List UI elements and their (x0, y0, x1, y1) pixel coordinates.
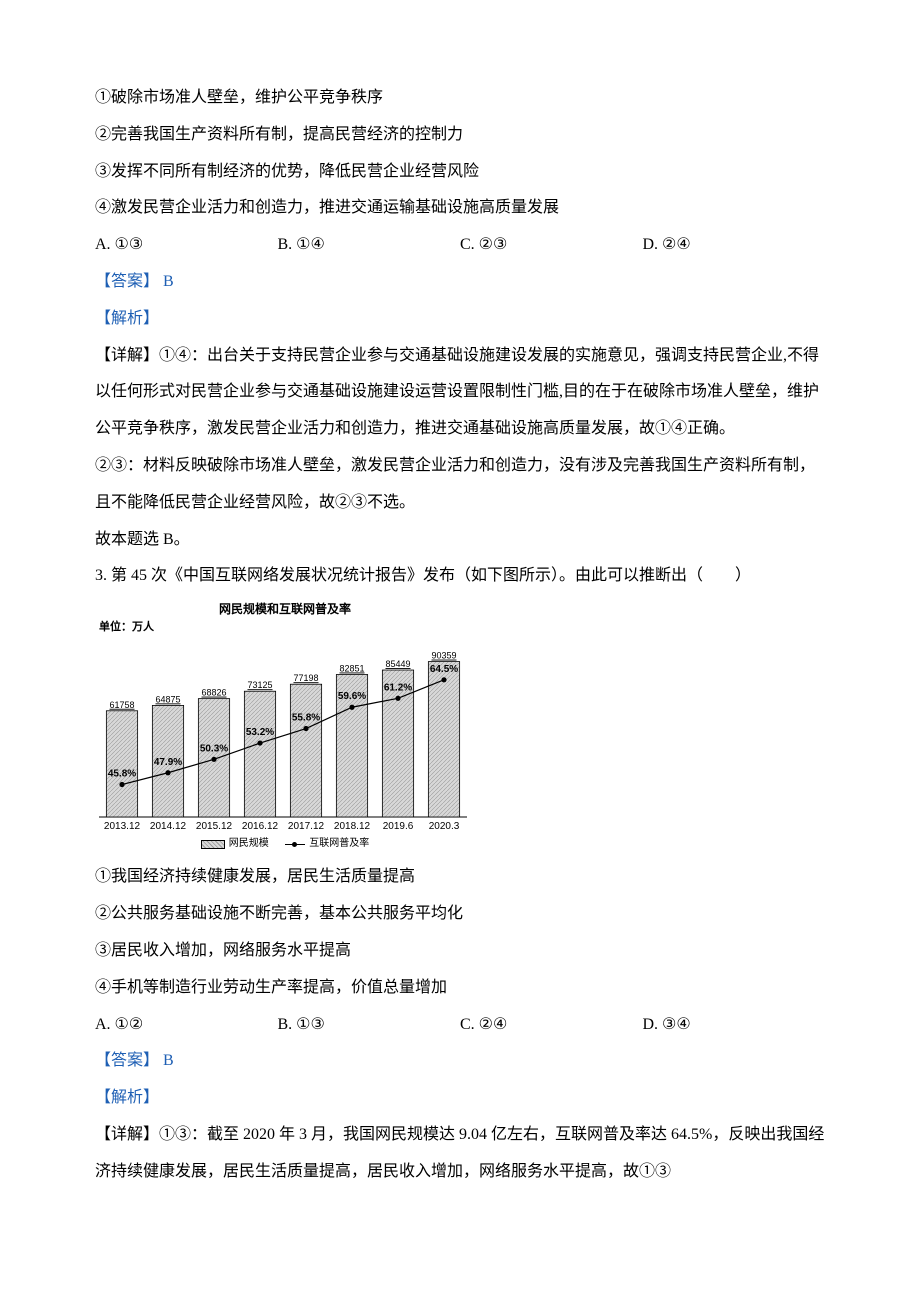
answer-label: 【答案】 (95, 273, 159, 290)
q3-analysis-label: 【解析】 (95, 1080, 825, 1117)
q2-choice-a[interactable]: A. ①③ (95, 227, 278, 264)
legend-line-icon (285, 844, 305, 845)
svg-text:73125: 73125 (247, 681, 272, 691)
svg-text:2014.12: 2014.12 (150, 821, 187, 832)
legend-line-label: 互联网普及率 (309, 838, 369, 849)
q3-option2: ②公共服务基础设施不断完善，基本公共服务平均化 (95, 896, 825, 933)
svg-text:64875: 64875 (155, 695, 180, 705)
q2-detail1: 【详解】①④：出台关于支持民营企业参与交通基础设施建设发展的实施意见，强调支持民… (95, 338, 825, 448)
svg-text:82851: 82851 (339, 664, 364, 674)
q3-answer-line: 【答案】B (95, 1043, 825, 1080)
svg-text:2013.12: 2013.12 (104, 821, 141, 832)
svg-text:68826: 68826 (201, 688, 226, 698)
chart-svg: 61758 2013.12 64875 2014.12 68826 2015.12 7312… (95, 639, 471, 835)
q2-choices-row: A. ①③ B. ①④ C. ②③ D. ②④ (95, 227, 825, 264)
q2-choice-b[interactable]: B. ①④ (278, 227, 461, 264)
q2-answer: B (163, 273, 174, 290)
chart-container: 网民规模和互联网普及率 单位：万人 61758 2013.12 64875 2014.… (95, 601, 475, 851)
svg-text:2018.12: 2018.12 (334, 821, 371, 832)
svg-text:90359: 90359 (431, 651, 456, 661)
svg-text:61758: 61758 (109, 700, 134, 710)
q2-conclusion: 故本题选 B。 (95, 522, 825, 559)
q2-option1: ①破除市场准人壁垒，维护公平竞争秩序 (95, 80, 825, 117)
svg-text:2020.3: 2020.3 (429, 821, 460, 832)
svg-text:45.8%: 45.8% (108, 769, 136, 780)
q3-option1: ①我国经济持续健康发展，居民生活质量提高 (95, 859, 825, 896)
answer-label: 【答案】 (95, 1052, 159, 1069)
svg-text:50.3%: 50.3% (200, 744, 228, 755)
svg-text:47.9%: 47.9% (154, 757, 182, 768)
q3-answer: B (163, 1052, 174, 1069)
q3-detail1: 【详解】①③：截至 2020 年 3 月，我国网民规模达 9.04 亿左右，互联… (95, 1117, 825, 1191)
q3-stem: 3. 第 45 次《中国互联网络发展状况统计报告》发布（如下图所示）。由此可以推… (95, 558, 825, 595)
svg-text:77198: 77198 (293, 674, 318, 684)
svg-text:2015.12: 2015.12 (196, 821, 233, 832)
q3-choice-c[interactable]: C. ②④ (460, 1007, 643, 1044)
q2-answer-line: 【答案】B (95, 264, 825, 301)
svg-text:55.8%: 55.8% (292, 713, 320, 724)
q2-choice-d[interactable]: D. ②④ (643, 227, 826, 264)
svg-text:53.2%: 53.2% (246, 727, 274, 738)
q2-option3: ③发挥不同所有制经济的优势，降低民营企业经营风险 (95, 154, 825, 191)
svg-text:85449: 85449 (385, 659, 410, 669)
svg-text:61.2%: 61.2% (384, 683, 412, 694)
svg-text:2017.12: 2017.12 (288, 821, 325, 832)
q2-detail2: ②③：材料反映破除市场准人壁垒，激发民营企业活力和创造力，没有涉及完善我国生产资… (95, 448, 825, 522)
q3-choice-d[interactable]: D. ③④ (643, 1007, 826, 1044)
svg-text:59.6%: 59.6% (338, 692, 366, 703)
q2-choice-c[interactable]: C. ②③ (460, 227, 643, 264)
chart-title: 网民规模和互联网普及率 (95, 601, 475, 618)
q3-choice-b[interactable]: B. ①③ (278, 1007, 461, 1044)
legend-bar-swatch (201, 840, 225, 849)
q3-choice-a[interactable]: A. ①② (95, 1007, 278, 1044)
q2-option4: ④激发民营企业活力和创造力，推进交通运输基础设施高质量发展 (95, 190, 825, 227)
legend-bars-label: 网民规模 (229, 838, 269, 849)
svg-text:2016.12: 2016.12 (242, 821, 279, 832)
chart-unit-label: 单位：万人 (99, 620, 475, 635)
q3-option3: ③居民收入增加，网络服务水平提高 (95, 933, 825, 970)
q2-analysis-label: 【解析】 (95, 301, 825, 338)
q3-option4: ④手机等制造行业劳动生产率提高，价值总量增加 (95, 970, 825, 1007)
svg-text:2019.6: 2019.6 (383, 821, 414, 832)
chart-legend: 网民规模 互联网普及率 (95, 837, 475, 851)
q2-option2: ②完善我国生产资料所有制，提高民营经济的控制力 (95, 117, 825, 154)
svg-text:64.5%: 64.5% (430, 664, 458, 675)
q3-choices-row: A. ①② B. ①③ C. ②④ D. ③④ (95, 1007, 825, 1044)
